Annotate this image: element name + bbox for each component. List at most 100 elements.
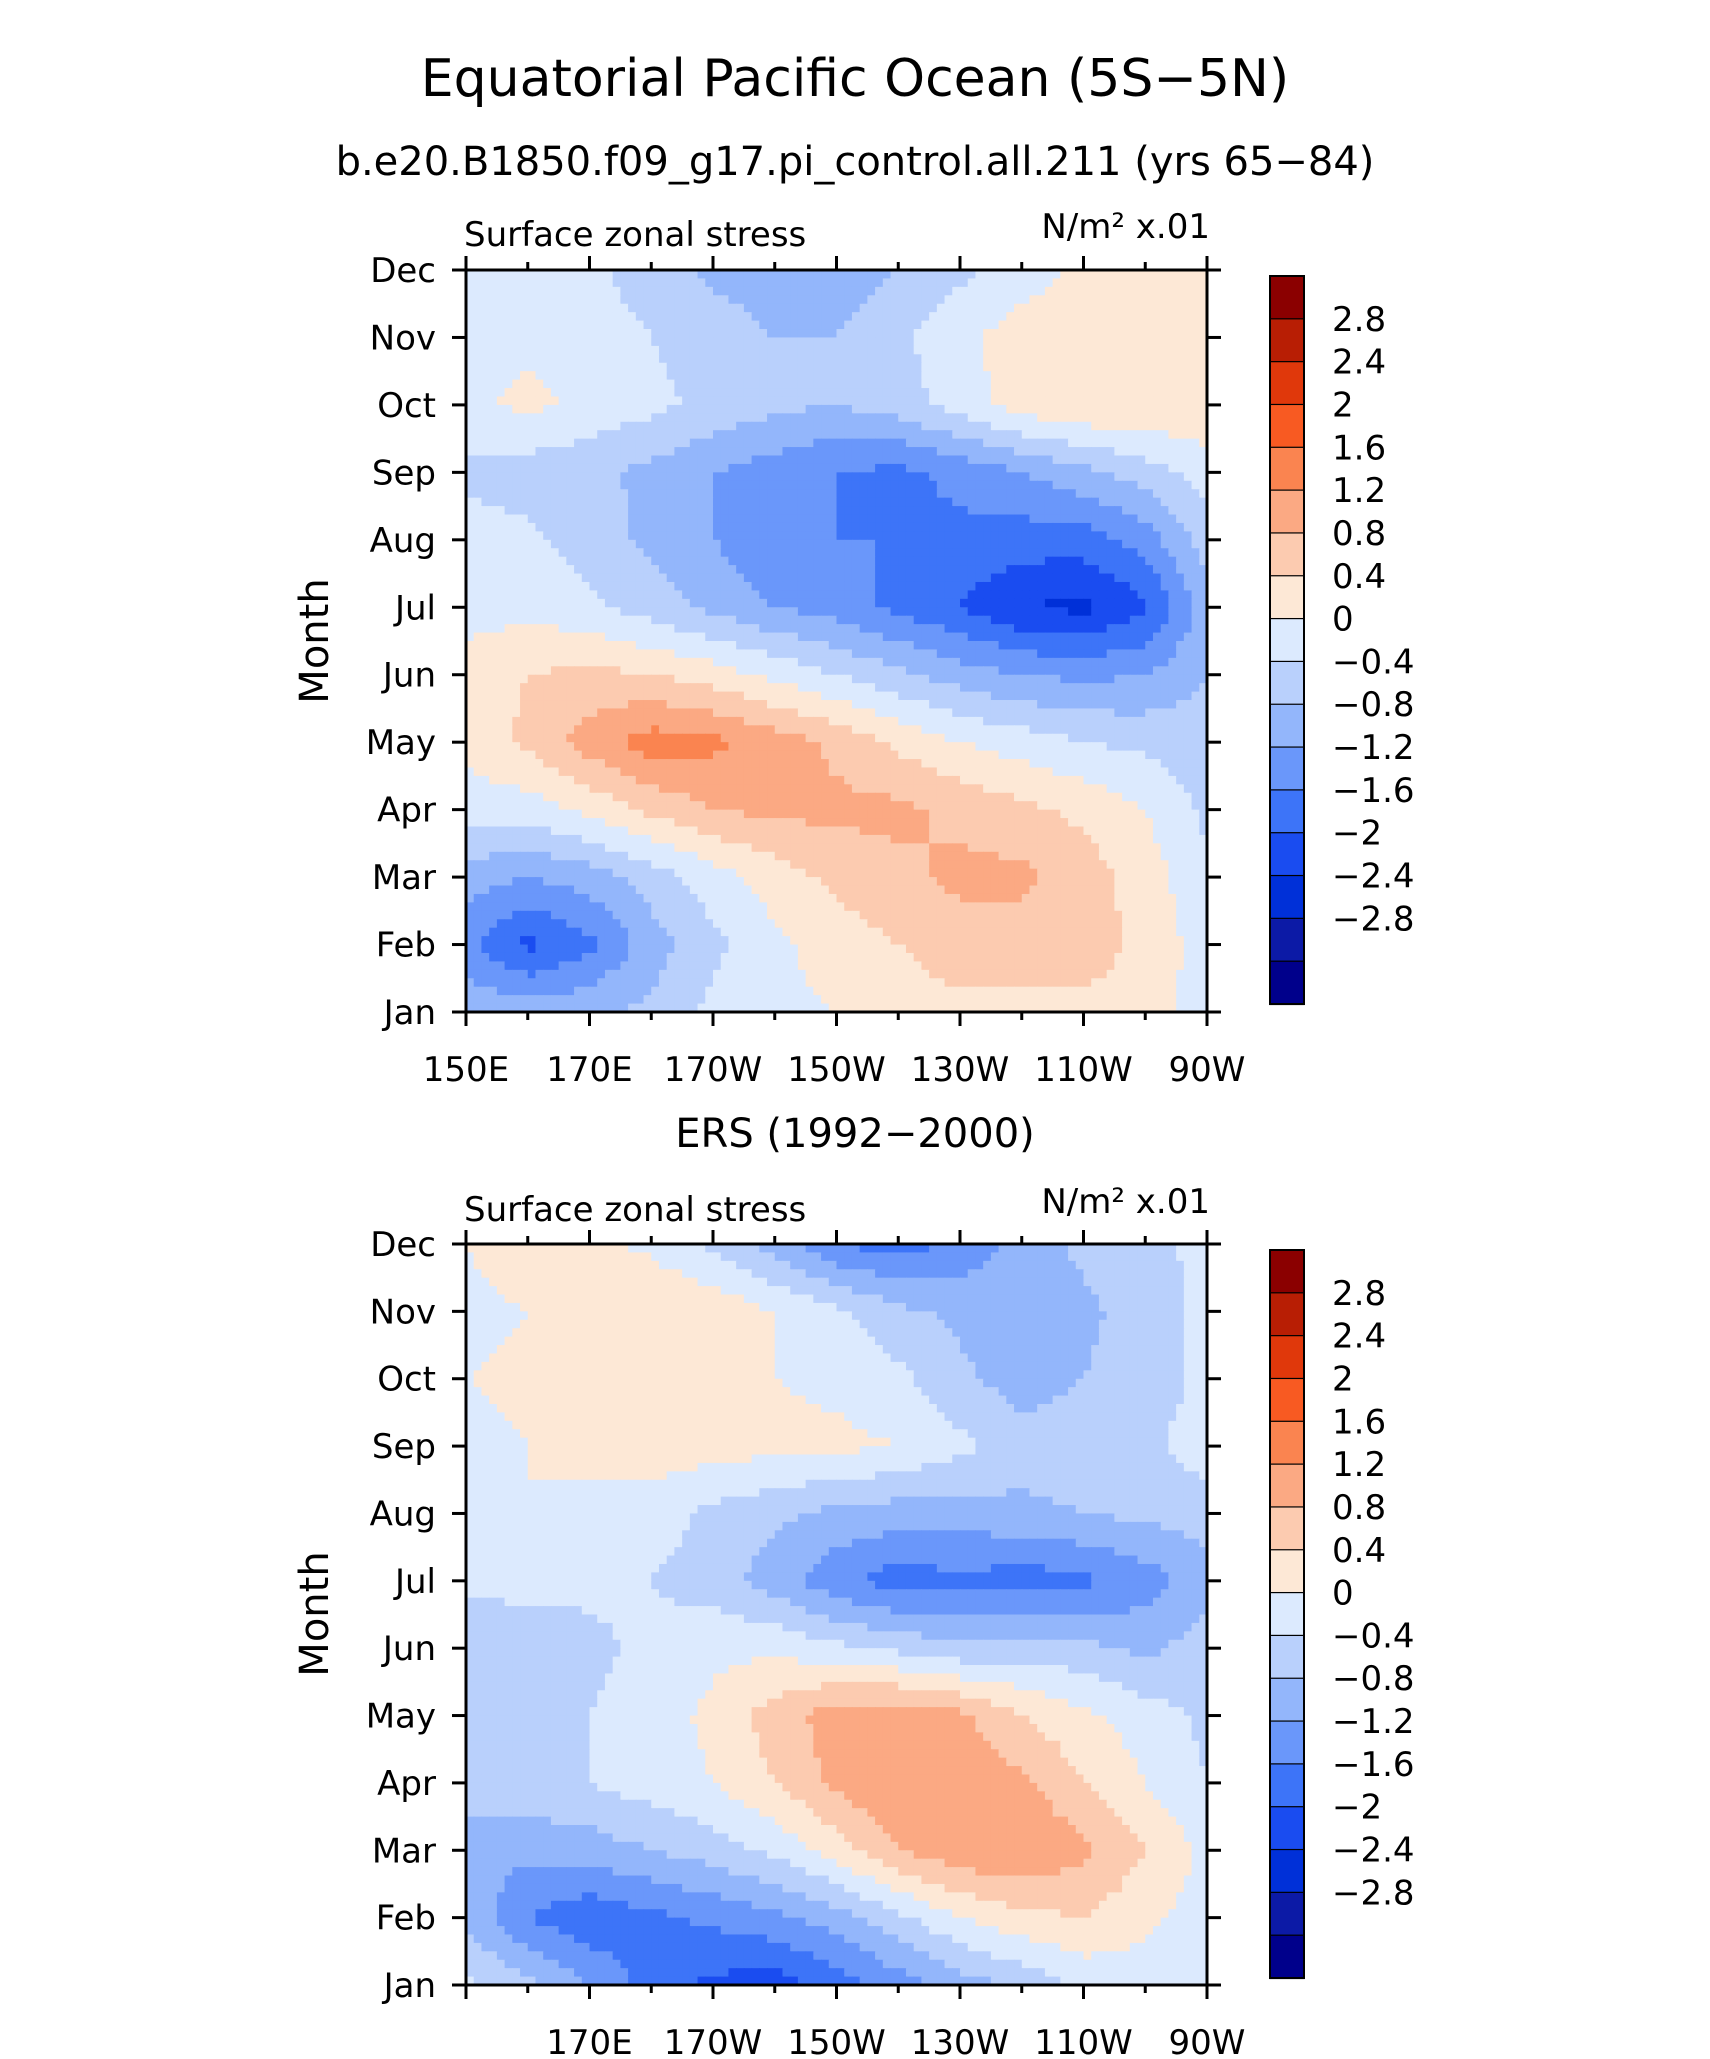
contour-cell — [728, 337, 737, 347]
contour-cell — [1052, 514, 1061, 524]
contour-cell — [1114, 312, 1123, 322]
contour-cell — [674, 674, 683, 684]
contour-cell — [1091, 438, 1100, 448]
contour-cell — [736, 683, 745, 693]
contour-cell — [929, 278, 938, 288]
contour-cell — [813, 506, 822, 516]
contour-cell — [574, 497, 583, 507]
contour-cell — [1129, 312, 1139, 322]
contour-cell — [743, 286, 753, 296]
contour-cell — [628, 447, 637, 457]
contour-cell — [898, 514, 907, 524]
contour-cell — [1160, 345, 1170, 355]
contour-cell — [473, 286, 483, 296]
contour-cell — [975, 674, 984, 684]
contour-cell — [851, 388, 861, 398]
contour-cell — [944, 413, 953, 423]
contour-cell — [905, 573, 915, 583]
contour-cell — [520, 447, 529, 457]
contour-cell — [520, 691, 529, 701]
contour-cell — [998, 522, 1007, 532]
contour-cell — [1052, 666, 1061, 676]
contour-cell — [944, 295, 953, 305]
contour-cell — [682, 598, 691, 608]
contour-cell — [736, 522, 745, 532]
contour-cell — [944, 548, 953, 558]
contour-cell — [936, 700, 946, 710]
contour-cell — [1199, 303, 1208, 313]
contour-cell — [466, 624, 475, 634]
contour-cell — [828, 700, 838, 710]
contour-cell — [1152, 615, 1162, 625]
contour-cell — [682, 472, 691, 482]
contour-cell — [689, 447, 699, 457]
contour-cell — [952, 657, 961, 667]
contour-cell — [1083, 539, 1092, 549]
contour-cell — [713, 345, 722, 355]
contour-cell — [782, 556, 791, 566]
contour-cell — [936, 683, 946, 693]
contour-cell — [844, 455, 853, 465]
contour-cell — [566, 295, 575, 305]
contour-cell — [1199, 278, 1208, 288]
contour-cell — [504, 413, 513, 423]
contour-cell — [767, 565, 776, 575]
contour-cell — [1006, 556, 1015, 566]
contour-cell — [821, 489, 830, 499]
contour-cell — [875, 396, 884, 406]
contour-cell — [1106, 312, 1115, 322]
contour-cell — [921, 548, 930, 558]
contour-cell — [674, 514, 683, 524]
contour-cell — [558, 320, 567, 330]
contour-cell — [774, 565, 784, 575]
contour-cell — [674, 480, 683, 490]
contour-cell — [743, 657, 753, 667]
contour-cell — [1091, 506, 1100, 516]
contour-cell — [643, 514, 652, 524]
contour-cell — [990, 607, 1000, 617]
contour-cell — [512, 598, 521, 608]
contour-cell — [473, 649, 483, 659]
contour-cell — [604, 354, 614, 364]
contour-cell — [929, 581, 938, 592]
contour-cell — [620, 700, 629, 710]
contour-cell — [489, 522, 498, 532]
contour-cell — [473, 362, 483, 372]
contour-cell — [751, 489, 760, 499]
contour-cell — [836, 345, 845, 355]
contour-cell — [759, 329, 768, 339]
contour-cell — [913, 489, 923, 499]
contour-cell — [936, 388, 946, 398]
contour-cell — [759, 379, 768, 389]
contour-cell — [813, 388, 822, 398]
contour-cell — [967, 379, 977, 389]
contour-cell — [504, 447, 513, 457]
contour-cell — [628, 455, 637, 465]
contour-cell — [929, 329, 938, 339]
contour-cell — [851, 396, 861, 406]
contour-cell — [543, 581, 552, 592]
contour-cell — [697, 354, 706, 364]
contour-cell — [851, 573, 861, 583]
contour-cell — [674, 641, 683, 651]
contour-cell — [1129, 632, 1139, 642]
contour-cell — [1014, 548, 1023, 558]
contour-cell — [975, 598, 984, 608]
contour-cell — [797, 548, 807, 558]
contour-cell — [543, 388, 552, 398]
contour-cell — [620, 522, 629, 532]
contour-cell — [736, 506, 745, 516]
contour-cell — [1176, 430, 1185, 440]
contour-cell — [1160, 312, 1170, 322]
contour-cell — [489, 463, 498, 473]
contour-cell — [566, 598, 575, 608]
contour-cell — [604, 345, 614, 355]
contour-cell — [805, 270, 814, 280]
contour-cell — [643, 641, 652, 651]
contour-cell — [821, 514, 830, 524]
contour-cell — [1152, 430, 1162, 440]
contour-cell — [952, 539, 961, 549]
contour-cell — [728, 514, 737, 524]
contour-cell — [751, 379, 760, 389]
contour-cell — [1183, 430, 1193, 440]
